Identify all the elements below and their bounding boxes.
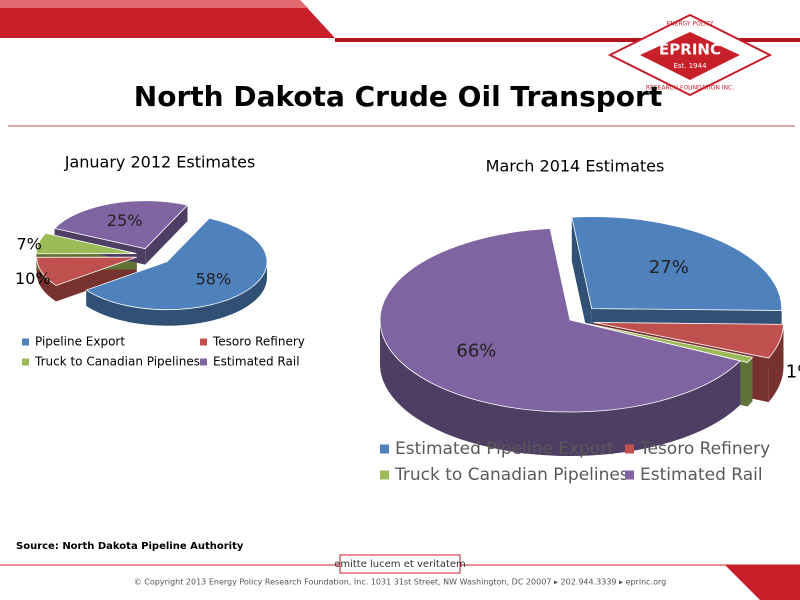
data-label: 1%	[786, 361, 800, 382]
logo-est: Est. 1944	[673, 62, 707, 70]
legend-label: Truck to Canadian Pipelines	[394, 465, 629, 485]
logo-ring-bottom: RESEARCH FOUNDATION INC.	[646, 85, 734, 92]
source: Source: North Dakota Pipeline Authority	[16, 541, 244, 552]
pie-slice	[571, 216, 783, 311]
legend-label: Pipeline Export	[35, 335, 125, 349]
motto: emitte lucem et veritatem	[334, 559, 466, 570]
slice-side	[86, 261, 268, 326]
legend-label: Estimated Pipeline Export	[395, 439, 614, 459]
data-label: 25%	[107, 211, 143, 230]
pie-slice	[36, 256, 137, 286]
pie-slice	[577, 321, 754, 363]
legend-label: Truck to Canadian Pipelines	[34, 355, 200, 369]
logo-name: EPRINC	[659, 41, 721, 59]
legend-label: Tesoro Refinery	[639, 439, 770, 459]
slice-side	[380, 320, 741, 456]
pie-slice	[379, 228, 741, 413]
motto-box	[339, 554, 461, 574]
slice-side	[768, 324, 784, 403]
legend-swatch	[625, 444, 634, 454]
data-label: 58%	[196, 269, 232, 288]
slice-side	[747, 357, 753, 407]
logo-core	[640, 32, 740, 80]
legend-swatch	[22, 358, 29, 366]
legend-swatch	[22, 338, 29, 346]
slide-title: North Dakota Crude Oil Transport	[134, 80, 662, 113]
data-label: 10%	[15, 269, 51, 288]
legend-label: Estimated Rail	[213, 355, 300, 369]
logo-ring-top: ENERGY POLICY	[666, 21, 714, 28]
legend-swatch	[625, 470, 634, 480]
pie-slice	[85, 217, 268, 311]
copyright: © Copyright 2013 Energy Policy Research …	[134, 578, 667, 587]
legend-swatch	[380, 444, 389, 454]
legend-swatch	[200, 358, 207, 366]
header-band-light	[0, 0, 308, 8]
slice-wall	[145, 205, 188, 265]
legend-label: Estimated Rail	[640, 465, 763, 485]
data-label: 66%	[456, 341, 496, 362]
pie-slice	[53, 200, 189, 250]
chart-title: January 2012 Estimates	[64, 153, 256, 172]
data-label: 27%	[649, 257, 689, 278]
chart-title: March 2014 Estimates	[486, 157, 665, 176]
pie-slice	[35, 232, 137, 255]
data-label: 7%	[16, 234, 41, 253]
legend-label: Tesoro Refinery	[212, 335, 305, 349]
header-band	[0, 0, 335, 38]
legend-swatch	[200, 338, 207, 346]
slice-side	[36, 257, 57, 302]
pie-slice	[593, 322, 784, 359]
slice-wall	[571, 217, 592, 353]
legend-swatch	[380, 470, 389, 480]
footer-corner	[725, 565, 800, 600]
